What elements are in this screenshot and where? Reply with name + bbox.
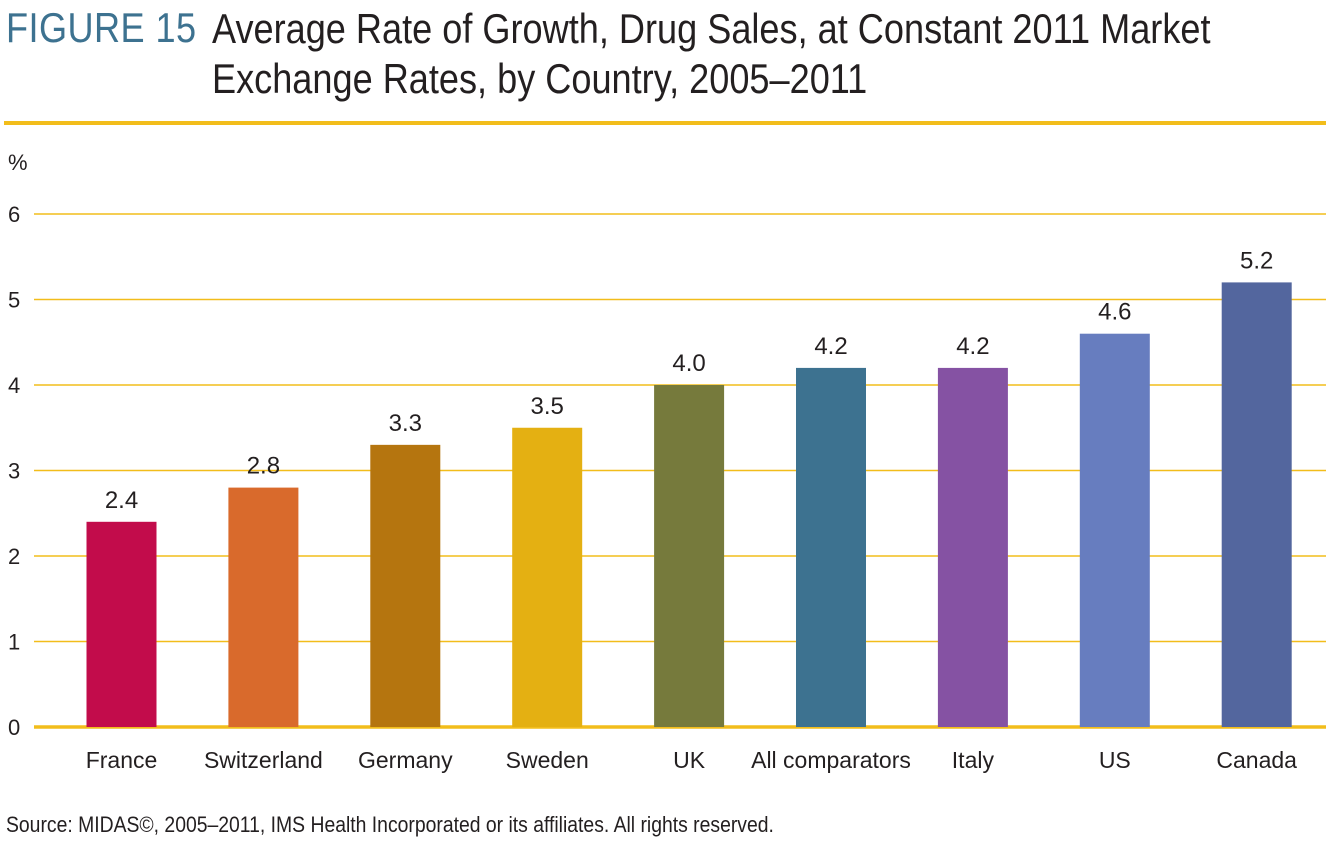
x-category-label: France	[86, 747, 158, 773]
bar	[1079, 333, 1150, 727]
x-axis-labels: France Switzerland Germany Sweden UK All comp…	[86, 747, 1297, 773]
bars	[86, 282, 1292, 727]
y-tick-label: 4	[8, 373, 20, 398]
bar	[228, 487, 299, 727]
y-tick-label: 1	[8, 630, 20, 655]
bar-value-label: 4.6	[1098, 299, 1131, 326]
figure-title: Average Rate of Growth, Drug Sales, at C…	[212, 5, 1211, 102]
y-tick-label: 5	[8, 288, 20, 313]
bar-value-label: 3.3	[389, 410, 422, 437]
y-axis-unit-label: %	[8, 150, 28, 175]
y-tick-label: 6	[8, 202, 20, 227]
title-divider	[4, 121, 1326, 125]
figure-label: FIGURE 15	[6, 4, 197, 51]
x-category-label: All comparators	[751, 747, 911, 773]
bar	[937, 367, 1008, 727]
source-note: Source: MIDAS©, 2005–2011, IMS Health In…	[6, 812, 774, 837]
x-category-label: Switzerland	[204, 747, 323, 773]
bar	[796, 367, 866, 727]
x-category-label: US	[1099, 747, 1131, 773]
x-category-label: Germany	[358, 747, 453, 773]
x-category-label: Italy	[952, 747, 995, 773]
bar	[654, 385, 725, 727]
x-category-label: Sweden	[506, 747, 589, 773]
y-tick-label: 2	[8, 544, 20, 569]
y-tick-label: 3	[8, 459, 20, 484]
bar	[86, 521, 157, 727]
bar-value-label: 2.8	[247, 453, 280, 480]
x-category-label: UK	[673, 747, 706, 773]
y-axis-ticks: 0 1 2 3 4 5 6	[8, 202, 20, 740]
bar-chart: % 0 1 2 3 4 5 6 2.4 2.8 3.3 3.5 4.0 4.2 4.2 4.6 5.2 Fr…	[8, 150, 1326, 773]
bar-value-label: 2.4	[105, 487, 138, 514]
bar-value-label: 3.5	[531, 393, 564, 420]
bar	[370, 444, 441, 727]
bar	[1221, 282, 1292, 727]
y-tick-label: 0	[8, 715, 20, 740]
bar-value-label: 4.2	[814, 333, 847, 360]
bar-value-label: 4.2	[956, 333, 989, 360]
bar-value-label: 5.2	[1240, 247, 1273, 274]
bar	[512, 427, 583, 727]
x-category-label: Canada	[1216, 747, 1297, 773]
bar-value-label: 4.0	[672, 350, 705, 377]
value-labels: 2.4 2.8 3.3 3.5 4.0 4.2 4.2 4.6 5.2	[105, 247, 1274, 513]
